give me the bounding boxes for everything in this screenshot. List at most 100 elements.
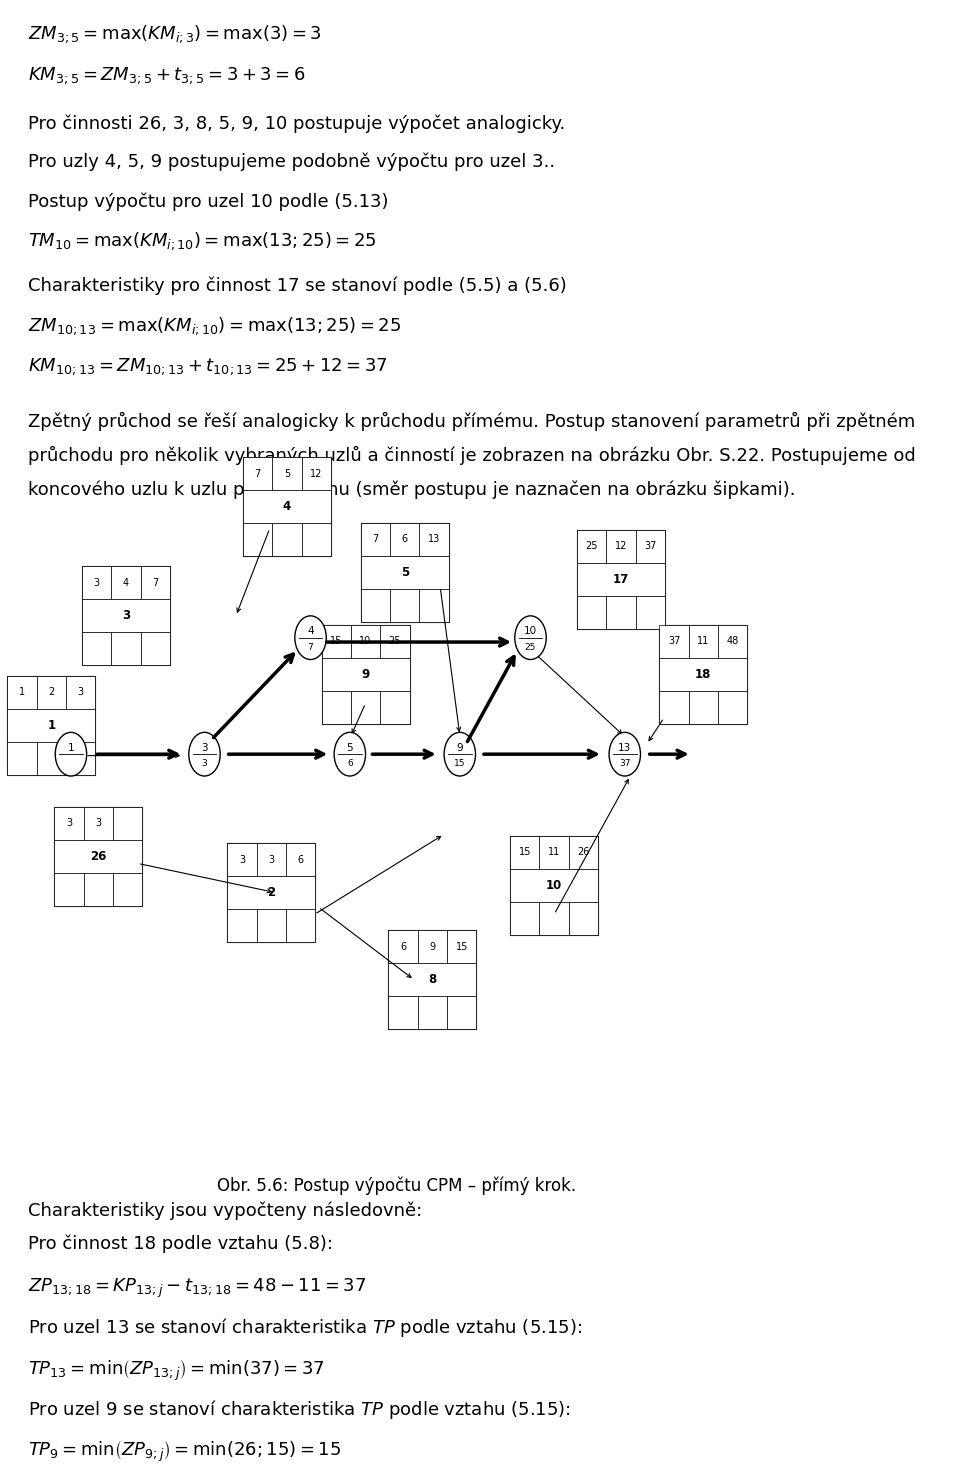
Text: 1: 1 [19,686,25,697]
Bar [228,843,315,943]
Bar [286,909,315,943]
Bar [113,807,142,840]
Bar [66,676,95,709]
Bar [389,996,418,1030]
Bar [55,840,142,872]
Text: Pro uzel 9 se stanoví charakteristika $TP$ podle vztahu (5.15):: Pro uzel 9 se stanoví charakteristika $T… [28,1398,570,1421]
Bar [84,807,113,840]
Bar [243,491,331,523]
Bar [243,457,273,491]
Bar [688,625,718,657]
Bar [420,523,449,555]
Bar [111,632,140,666]
Text: 10: 10 [359,636,372,647]
Text: $TM_{10} = \max\left(KM_{i;10}\right) = \max(13;25) = 25$: $TM_{10} = \max\left(KM_{i;10}\right) = … [28,230,376,252]
Ellipse shape [189,732,220,776]
Text: 25: 25 [389,636,401,647]
Bar [84,872,113,906]
Text: 7: 7 [372,535,378,544]
Text: 5: 5 [347,742,353,753]
Text: 3: 3 [66,818,72,828]
Bar [350,691,380,723]
Bar [322,625,350,657]
Bar [540,901,568,935]
Bar [286,843,315,876]
Text: 15: 15 [455,941,468,952]
Text: 4: 4 [283,501,291,513]
Text: 9: 9 [361,667,370,681]
Bar [418,931,447,963]
Text: 13: 13 [618,742,632,753]
Text: Pro uzel 13 se stanoví charakteristika $TP$ podle vztahu (5.15):: Pro uzel 13 se stanoví charakteristika $… [28,1317,582,1339]
Bar [660,625,747,723]
Bar [718,625,747,657]
Bar [510,835,598,935]
Bar [540,835,568,869]
Bar [82,632,111,666]
Text: $ZM_{3;5} = \max(KM_{i;3}) = \max(3) = 3$: $ZM_{3;5} = \max(KM_{i;3}) = \max(3) = 3… [28,24,322,44]
Bar [66,741,95,775]
Bar [447,931,476,963]
Bar [322,691,350,723]
Bar [82,600,170,632]
Bar [389,931,418,963]
Text: 12: 12 [614,542,627,551]
Text: 6: 6 [400,941,406,952]
Bar [636,597,665,629]
Bar [361,589,390,622]
Bar [606,597,636,629]
Bar [636,530,665,563]
Text: 15: 15 [518,847,531,857]
Bar [273,457,301,491]
Ellipse shape [444,732,475,776]
Text: 11: 11 [548,847,561,857]
Text: 3: 3 [202,742,207,753]
Text: 9: 9 [429,941,436,952]
Bar [390,589,420,622]
Bar [577,530,665,629]
Bar [577,530,606,563]
Text: 12: 12 [310,468,323,479]
Text: Charakteristiky jsou vypočteny následovně:: Charakteristiky jsou vypočteny následovn… [28,1202,422,1220]
Bar [361,555,449,589]
Bar [243,457,331,557]
Text: 48: 48 [727,636,739,647]
Bar [256,909,286,943]
Bar [568,901,598,935]
Bar [577,597,606,629]
Bar [82,566,111,600]
Bar [256,843,286,876]
Bar [389,931,476,1030]
Text: Obr. 5.6: Postup výpočtu CPM – přímý krok.: Obr. 5.6: Postup výpočtu CPM – přímý kro… [217,1177,577,1195]
Text: 3: 3 [202,759,207,769]
Text: 6: 6 [347,759,352,769]
Text: 3: 3 [239,854,245,865]
Bar [361,523,390,555]
Text: 5: 5 [400,566,409,579]
Bar [36,676,66,709]
Bar [660,625,688,657]
Bar [55,807,142,906]
Text: 9: 9 [457,742,463,753]
Text: 37: 37 [619,759,631,769]
Text: 17: 17 [612,573,629,586]
Text: 13: 13 [428,535,441,544]
Text: $TP_9 = \min\left(ZP_{9;j}\right) = \min(26;15) = 15$: $TP_9 = \min\left(ZP_{9;j}\right) = \min… [28,1441,341,1464]
Text: koncového uzlu k uzlu počátečnímu (směr postupu je naznačen na obrázku šipkami).: koncového uzlu k uzlu počátečnímu (směr … [28,480,795,499]
Bar [510,869,598,901]
Text: $ZM_{10;13} = \max(KM_{i;10}) = \max(13;25) = 25$: $ZM_{10;13} = \max(KM_{i;10}) = \max(13;… [28,315,401,337]
Text: Pro činnosti 26, 3, 8, 5, 9, 10 postupuje výpočet analogicky.: Pro činnosti 26, 3, 8, 5, 9, 10 postupuj… [28,115,565,134]
Ellipse shape [56,732,86,776]
Ellipse shape [515,616,546,660]
Text: 4: 4 [307,626,314,636]
Text: 8: 8 [428,974,437,987]
Bar [55,872,84,906]
Text: $ZP_{13;18} = KP_{13;j} - t_{13;18} = 48 - 11 = 37$: $ZP_{13;18} = KP_{13;j} - t_{13;18} = 48… [28,1277,366,1301]
Text: 3: 3 [95,818,102,828]
Text: 6: 6 [298,854,303,865]
Bar [660,657,747,691]
Text: 15: 15 [330,636,343,647]
Text: 7: 7 [254,468,261,479]
Text: 6: 6 [401,535,408,544]
Bar [36,741,66,775]
